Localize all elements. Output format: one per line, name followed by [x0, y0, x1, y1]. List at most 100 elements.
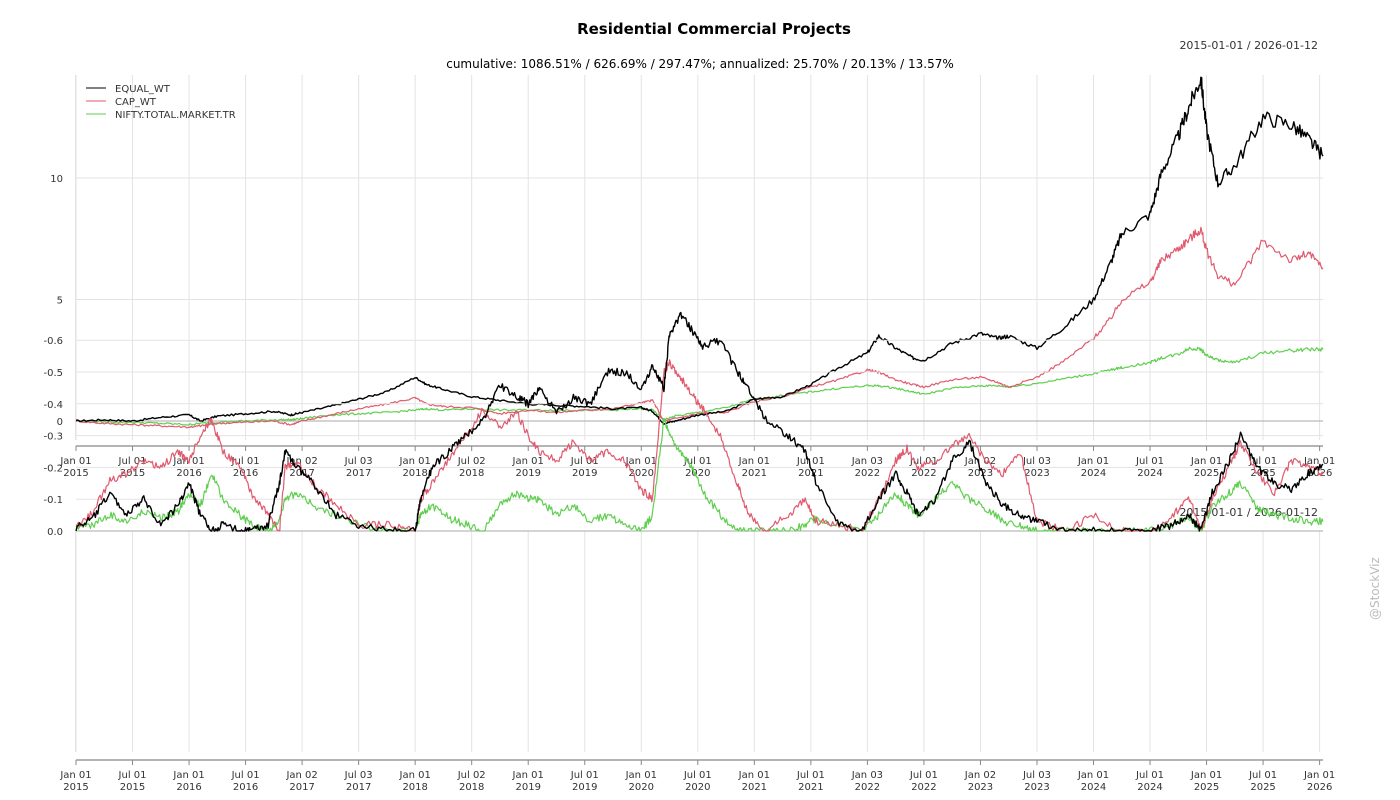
x-tick-label-date: Jan 01: [625, 770, 657, 781]
x-tick-label-year: 2022: [855, 468, 880, 479]
x-tick-label-date: Jul 03: [344, 456, 373, 467]
x-tick-label-year: 2019: [515, 468, 540, 479]
x-tick-label-date: Jul 01: [1248, 770, 1277, 781]
legend: EQUAL_WT CAP_WT NIFTY.TOTAL.MARKET.TR: [86, 84, 236, 121]
x-tick-label-date: Jul 01: [570, 770, 599, 781]
x-tick-label-year: 2025: [1250, 468, 1275, 479]
x-tick-label-year: 2020: [629, 782, 654, 793]
x-tick-label-year: 2018: [459, 468, 484, 479]
x-tick-label-date: Jan 01: [512, 456, 544, 467]
x-tick-label-year: 2024: [1137, 468, 1162, 479]
x-tick-label-year: 2025: [1250, 782, 1275, 793]
x-tick-label-date: Jan 02: [964, 770, 996, 781]
x-tick-label-date: Jul 01: [231, 770, 260, 781]
x-tick-label-year: 2018: [459, 782, 484, 793]
x-tick-label-date: Jan 01: [1077, 456, 1109, 467]
chart-title: Residential Commercial Projects: [577, 20, 851, 38]
x-tick-label-year: 2018: [402, 782, 427, 793]
x-tick-label-date: Jul 01: [231, 456, 260, 467]
x-tick-label-year: 2019: [572, 782, 597, 793]
x-tick-label-year: 2024: [1081, 782, 1106, 793]
x-tick-label-year: 2024: [1137, 782, 1162, 793]
cap-wt-line: [75, 226, 1324, 429]
y-tick-label: -0.4: [43, 400, 63, 411]
x-tick-label-date: Jan 01: [1303, 770, 1335, 781]
x-tick-label-year: 2022: [911, 468, 936, 479]
y-tick-label: -0.3: [43, 432, 63, 443]
x-tick-label-year: 2015: [120, 468, 145, 479]
chart-subtitle: cumulative: 1086.51% / 626.69% / 297.47%…: [446, 57, 954, 71]
x-tick-label-date: Jul 01: [570, 456, 599, 467]
x-tick-label-year: 2016: [233, 468, 258, 479]
x-tick-label-year: 2015: [120, 782, 145, 793]
x-tick-label-year: 2019: [572, 468, 597, 479]
x-tick-label-date: Jul 01: [796, 770, 825, 781]
x-tick-label-date: Jul 01: [1135, 770, 1164, 781]
top-chart-date-range: 2015-01-01 / 2026-01-12: [1179, 39, 1318, 52]
x-tick-label-date: Jul 01: [1135, 456, 1164, 467]
x-tick-label-date: Jul 01: [683, 770, 712, 781]
x-tick-label-year: 2016: [233, 782, 258, 793]
x-tick-label-date: Jan 03: [851, 456, 883, 467]
x-tick-label-year: 2022: [855, 782, 880, 793]
legend-label: CAP_WT: [115, 97, 157, 108]
legend-label: NIFTY.TOTAL.MARKET.TR: [115, 110, 236, 121]
x-tick-label-year: 2023: [968, 468, 993, 479]
x-tick-label-year: 2023: [1024, 782, 1049, 793]
x-tick-label-date: Jan 01: [172, 770, 204, 781]
x-tick-label-date: Jul 01: [683, 456, 712, 467]
x-tick-label-date: Jul 01: [909, 770, 938, 781]
x-tick-label-date: Jul 01: [118, 456, 147, 467]
x-tick-label-date: Jan 01: [59, 770, 91, 781]
x-tick-label-year: 2024: [1081, 468, 1106, 479]
x-tick-label-date: Jul 03: [344, 770, 373, 781]
x-tick-label-year: 2021: [798, 782, 823, 793]
x-tick-label-year: 2020: [685, 468, 710, 479]
x-tick-label-date: Jan 01: [399, 456, 431, 467]
x-tick-label-date: Jul 02: [457, 456, 486, 467]
x-tick-label-year: 2020: [685, 782, 710, 793]
x-tick-label-year: 2017: [289, 782, 314, 793]
x-tick-label-year: 2016: [176, 468, 201, 479]
x-tick-label-date: Jul 01: [118, 770, 147, 781]
x-tick-label-year: 2023: [1024, 468, 1049, 479]
x-tick-label-date: Jan 01: [1190, 770, 1222, 781]
x-tick-label-year: 2021: [742, 782, 767, 793]
y-tick-label: -0.6: [43, 336, 63, 347]
x-tick-label-date: Jan 01: [399, 770, 431, 781]
x-tick-label-date: Jan 01: [625, 456, 657, 467]
equal-wt-line: [75, 311, 1324, 532]
x-tick-label-date: Jul 01: [909, 456, 938, 467]
y-tick-label: 5: [57, 296, 63, 307]
x-tick-label-date: Jan 01: [59, 456, 91, 467]
x-tick-label-date: Jan 01: [1303, 456, 1335, 467]
x-tick-label-date: Jan 01: [512, 770, 544, 781]
nifty-total-market-tr-line: [75, 417, 1324, 532]
x-tick-label-date: Jan 01: [1077, 770, 1109, 781]
y-tick-label: -0.5: [43, 368, 63, 379]
y-tick-label: -0.1: [43, 495, 63, 506]
x-tick-label-date: Jan 02: [285, 456, 317, 467]
x-tick-label-year: 2015: [63, 782, 88, 793]
x-tick-label-date: Jan 03: [851, 770, 883, 781]
x-tick-label-date: Jul 03: [1022, 770, 1051, 781]
legend-label: EQUAL_WT: [115, 84, 171, 95]
x-tick-label-date: Jul 01: [796, 456, 825, 467]
x-tick-label-date: Jan 01: [738, 456, 770, 467]
x-tick-label-date: Jan 02: [964, 456, 996, 467]
x-tick-label-year: 2016: [176, 782, 201, 793]
x-tick-label-year: 2025: [1194, 468, 1219, 479]
x-tick-label-year: 2020: [629, 468, 654, 479]
x-tick-label-year: 2017: [346, 782, 371, 793]
y-tick-label: 10: [50, 174, 63, 185]
x-tick-label-year: 2021: [798, 468, 823, 479]
x-tick-label-year: 2018: [402, 468, 427, 479]
x-tick-label-year: 2015: [63, 468, 88, 479]
x-tick-label-date: Jan 01: [738, 770, 770, 781]
x-tick-label-date: Jan 01: [1190, 456, 1222, 467]
x-tick-label-year: 2026: [1307, 782, 1332, 793]
x-tick-label-date: Jan 02: [285, 770, 317, 781]
y-tick-label: 0: [57, 417, 63, 428]
